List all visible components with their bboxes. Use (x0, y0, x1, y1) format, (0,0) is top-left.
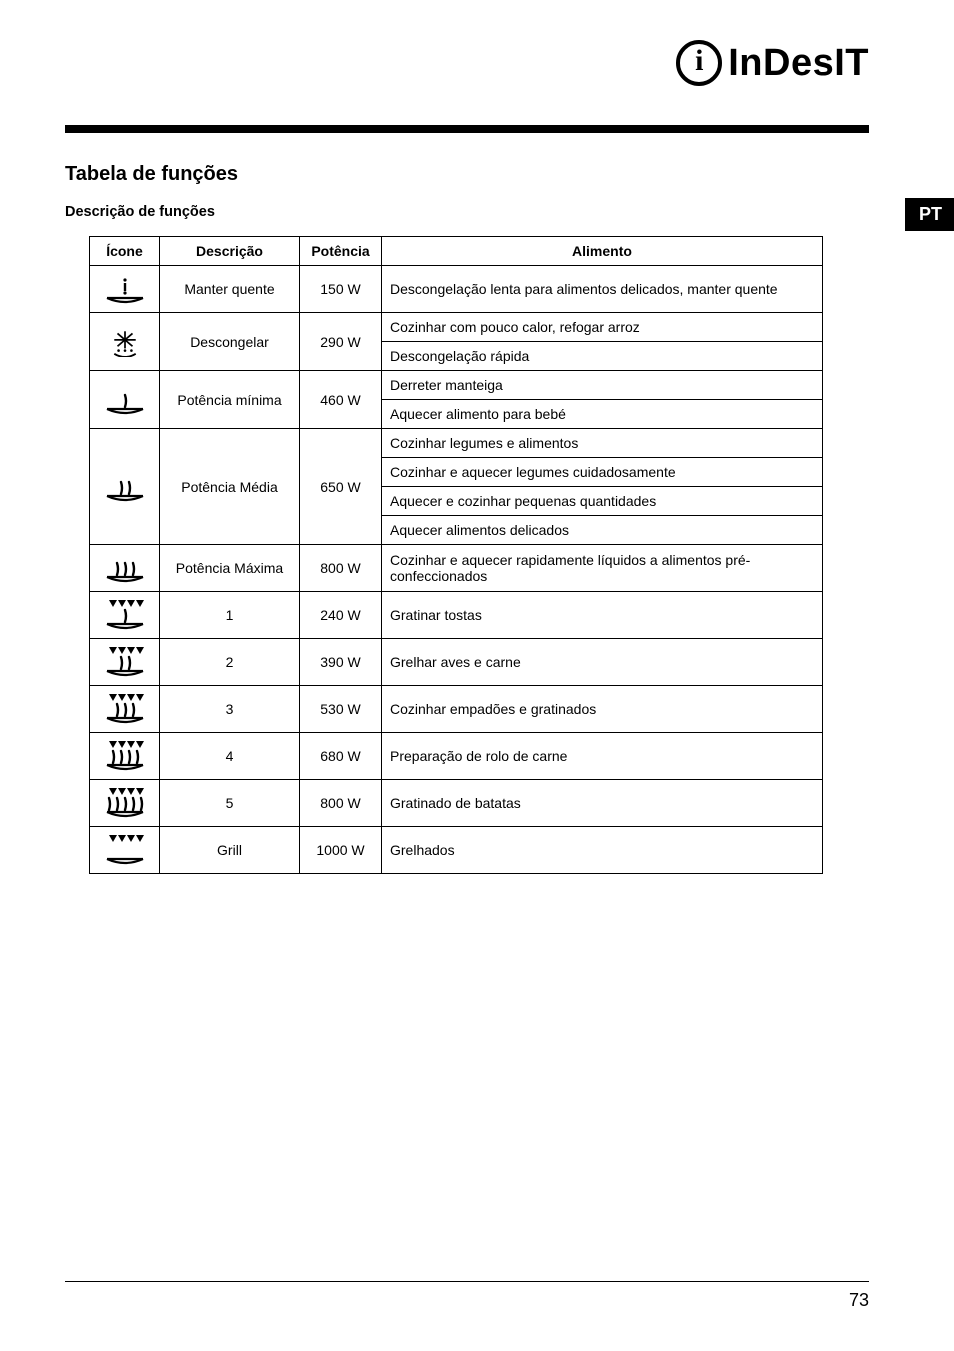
cell-food-line: Cozinhar legumes e alimentos (382, 429, 822, 458)
table-row: 5800 WGratinado de batatas (90, 780, 823, 827)
table-row: Grill1000 WGrelhados (90, 827, 823, 874)
cell-icon (90, 686, 160, 733)
cell-food-line: Descongelação rápida (382, 342, 822, 370)
cell-desc: Potência Média (160, 429, 300, 545)
cell-power: 460 W (300, 371, 382, 429)
brand-icon: i (676, 40, 722, 86)
cell-food-line: Aquecer e cozinhar pequenas quantidades (382, 487, 822, 516)
cell-power: 240 W (300, 592, 382, 639)
cell-power: 150 W (300, 266, 382, 313)
table-row: 1240 WGratinar tostas (90, 592, 823, 639)
cell-food-line: Cozinhar com pouco calor, refogar arroz (382, 313, 822, 342)
table-row: 4680 WPreparação de rolo de carne (90, 733, 823, 780)
cell-desc: Potência Máxima (160, 545, 300, 592)
cell-desc: 5 (160, 780, 300, 827)
cell-food: Grelhados (382, 827, 823, 874)
cell-power: 390 W (300, 639, 382, 686)
cell-icon (90, 371, 160, 429)
cell-food: Gratinado de batatas (382, 780, 823, 827)
cell-icon (90, 733, 160, 780)
table-row: Potência mínima460 WDerreter manteigaAqu… (90, 371, 823, 429)
cell-icon (90, 780, 160, 827)
page-number: 73 (65, 1290, 869, 1311)
cell-icon (90, 313, 160, 371)
table-row: Potência Máxima800 WCozinhar e aquecer r… (90, 545, 823, 592)
cell-power: 1000 W (300, 827, 382, 874)
language-tab: PT (905, 198, 954, 231)
brand-icon-letter: i (695, 46, 703, 76)
cell-power: 290 W (300, 313, 382, 371)
cell-food: Preparação de rolo de carne (382, 733, 823, 780)
cell-desc: 1 (160, 592, 300, 639)
col-header-icon: Ícone (90, 237, 160, 266)
col-header-desc: Descrição (160, 237, 300, 266)
cell-food: Gratinar tostas (382, 592, 823, 639)
cell-food-line: Derreter manteiga (382, 371, 822, 400)
section-title: Tabela de funções (65, 163, 869, 186)
cell-icon (90, 639, 160, 686)
cell-food: Derreter manteigaAquecer alimento para b… (382, 371, 823, 429)
table-row: 2390 WGrelhar aves e carne (90, 639, 823, 686)
table-row: 3530 WCozinhar empadões e gratinados (90, 686, 823, 733)
cell-food: Descongelação lenta para alimentos delic… (382, 266, 823, 313)
cell-icon (90, 592, 160, 639)
col-header-power: Potência (300, 237, 382, 266)
cell-food-line: Aquecer alimentos delicados (382, 516, 822, 544)
cell-desc: Potência mínima (160, 371, 300, 429)
cell-desc: 2 (160, 639, 300, 686)
cell-icon (90, 429, 160, 545)
cell-power: 650 W (300, 429, 382, 545)
cell-icon (90, 545, 160, 592)
cell-power: 800 W (300, 780, 382, 827)
cell-desc: Descongelar (160, 313, 300, 371)
table-row: Potência Média650 WCozinhar legumes e al… (90, 429, 823, 545)
cell-food: Grelhar aves e carne (382, 639, 823, 686)
cell-desc: Grill (160, 827, 300, 874)
cell-food: Cozinhar e aquecer rapidamente líquidos … (382, 545, 823, 592)
col-header-food: Alimento (382, 237, 823, 266)
brand-text: InDesIT (728, 42, 869, 85)
cell-food-line: Aquecer alimento para bebé (382, 400, 822, 428)
brand-logo: i InDesIT (676, 40, 869, 86)
content-area: Tabela de funções Descrição de funções Í… (65, 125, 869, 874)
footer-rule (65, 1281, 869, 1282)
cell-food: Cozinhar legumes e alimentosCozinhar e a… (382, 429, 823, 545)
page-footer: 73 (65, 1281, 869, 1311)
table-header-row: Ícone Descrição Potência Alimento (90, 237, 823, 266)
functions-table: Ícone Descrição Potência Alimento Manter… (89, 236, 823, 874)
cell-power: 530 W (300, 686, 382, 733)
cell-desc: 4 (160, 733, 300, 780)
table-row: Manter quente150 WDescongelação lenta pa… (90, 266, 823, 313)
table-row: Descongelar290 WCozinhar com pouco calor… (90, 313, 823, 371)
cell-desc: 3 (160, 686, 300, 733)
cell-power: 800 W (300, 545, 382, 592)
cell-icon (90, 827, 160, 874)
section-subtitle: Descrição de funções (65, 204, 869, 220)
cell-food: Cozinhar empadões e gratinados (382, 686, 823, 733)
cell-power: 680 W (300, 733, 382, 780)
top-rule (65, 125, 869, 133)
cell-food-line: Cozinhar e aquecer legumes cuidadosament… (382, 458, 822, 487)
cell-food: Cozinhar com pouco calor, refogar arrozD… (382, 313, 823, 371)
cell-icon (90, 266, 160, 313)
cell-desc: Manter quente (160, 266, 300, 313)
